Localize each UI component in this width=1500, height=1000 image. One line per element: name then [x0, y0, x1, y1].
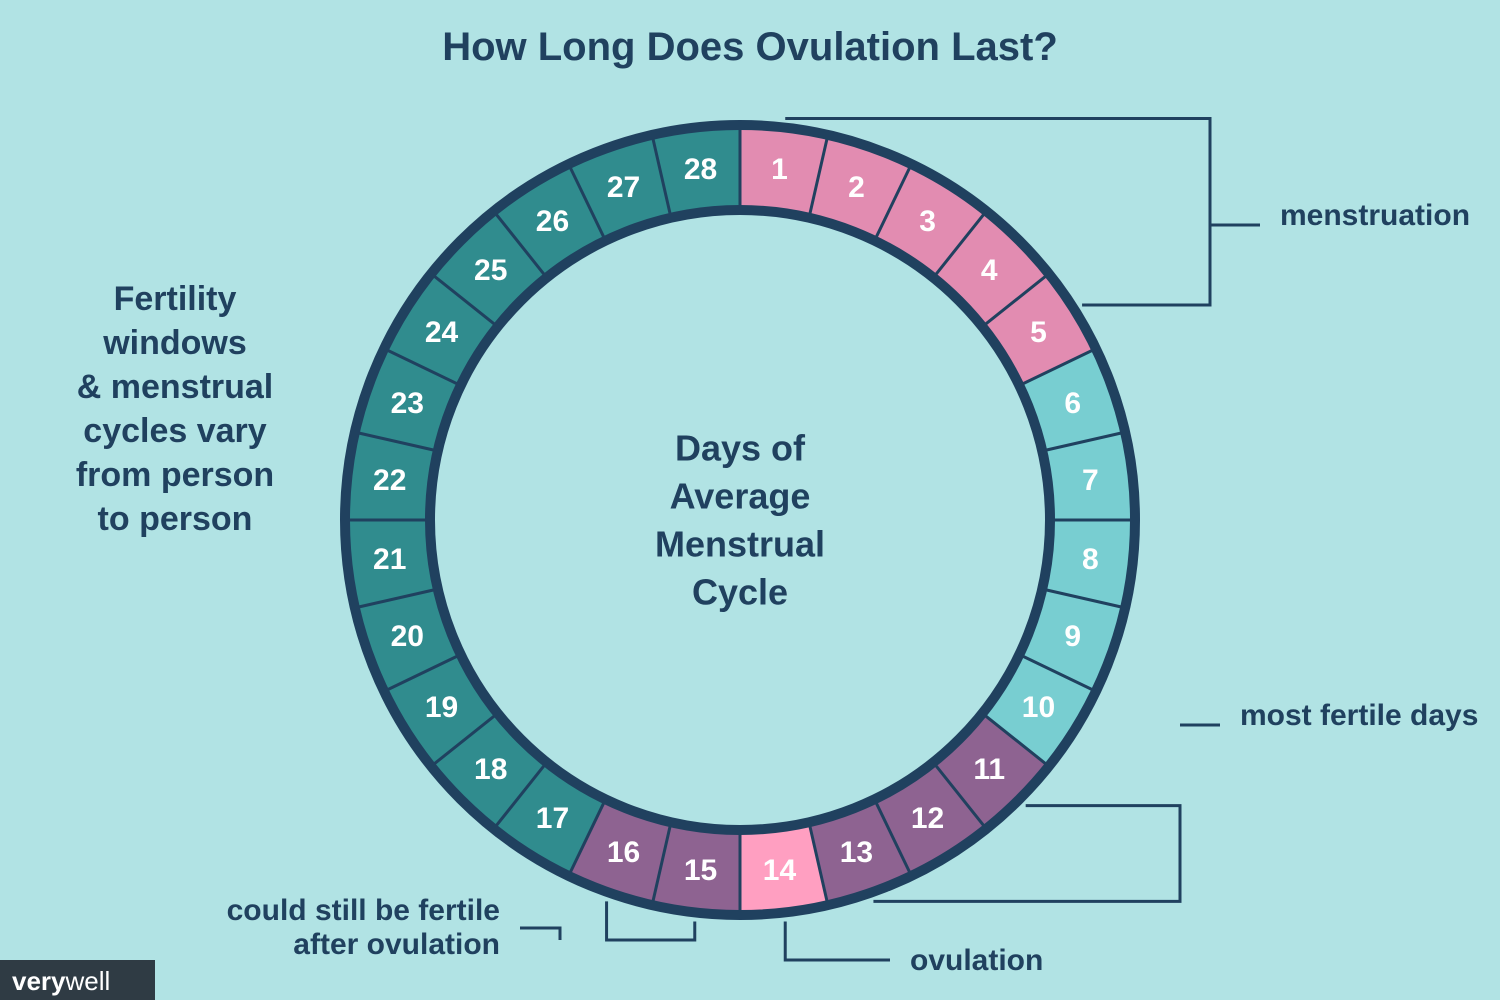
side-note-line: Fertility: [114, 280, 237, 318]
day-number-3: 3: [919, 205, 936, 238]
day-number-18: 18: [474, 753, 507, 786]
center-label-line: Menstrual: [655, 524, 825, 565]
day-number-7: 7: [1082, 464, 1099, 497]
day-number-27: 27: [607, 171, 640, 204]
day-number-26: 26: [536, 205, 569, 238]
day-number-14: 14: [763, 854, 797, 887]
day-number-22: 22: [373, 464, 406, 497]
day-number-17: 17: [536, 802, 569, 835]
day-number-20: 20: [391, 620, 424, 653]
annotation-label-post-fertile: after ovulation: [293, 928, 500, 961]
day-number-25: 25: [474, 254, 507, 287]
day-number-4: 4: [981, 254, 998, 287]
brand-logo: verywell: [0, 960, 155, 1000]
side-note-line: from person: [76, 456, 274, 494]
day-number-9: 9: [1064, 620, 1081, 653]
day-number-23: 23: [391, 387, 424, 420]
day-number-24: 24: [425, 316, 459, 349]
day-number-10: 10: [1022, 691, 1055, 724]
day-number-16: 16: [607, 836, 640, 869]
day-number-1: 1: [771, 153, 788, 186]
day-number-19: 19: [425, 691, 458, 724]
logo-text-light: well: [65, 966, 111, 996]
side-note-line: cycles vary: [83, 412, 266, 450]
day-number-15: 15: [684, 854, 717, 887]
day-number-2: 2: [848, 171, 865, 204]
day-number-5: 5: [1030, 316, 1047, 349]
annotation-label-post-fertile: could still be fertile: [227, 894, 500, 927]
title: How Long Does Ovulation Last?: [442, 25, 1058, 69]
day-number-8: 8: [1082, 543, 1099, 576]
center-label-line: Cycle: [692, 572, 788, 613]
day-number-6: 6: [1064, 387, 1081, 420]
infographic-stage: How Long Does Ovulation Last?12345678910…: [0, 0, 1500, 1000]
svg-text:verywell: verywell: [12, 966, 110, 996]
center-label-line: Days of: [675, 428, 806, 469]
annotation-label-most-fertile: most fertile days: [1240, 699, 1478, 732]
day-number-13: 13: [840, 836, 873, 869]
annotation-label-menstruation: menstruation: [1280, 199, 1470, 232]
logo-text-bold: very: [12, 966, 66, 996]
annotation-label-ovulation: ovulation: [910, 944, 1043, 977]
side-note-line: to person: [98, 500, 253, 538]
day-number-12: 12: [911, 802, 944, 835]
day-number-28: 28: [684, 153, 717, 186]
side-note-line: & menstrual: [77, 368, 274, 406]
center-label-line: Average: [670, 476, 811, 517]
day-number-21: 21: [373, 543, 406, 576]
side-note-line: windows: [102, 324, 247, 362]
day-number-11: 11: [973, 753, 1005, 786]
